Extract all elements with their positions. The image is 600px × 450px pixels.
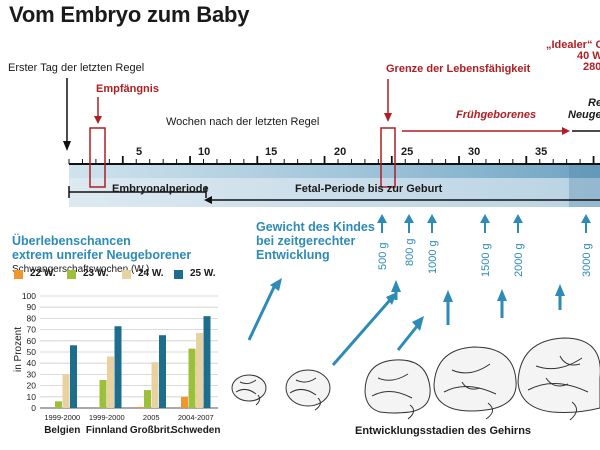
legend-swatch xyxy=(174,270,183,279)
legend-label: 22 W. xyxy=(30,268,56,279)
brain-stage-5-icon xyxy=(517,337,600,421)
newborn-line-1: Re xyxy=(588,97,600,109)
first-day-arrowhead xyxy=(63,141,71,151)
y-tick-label: 20 xyxy=(27,381,37,391)
week-scale-band xyxy=(69,164,600,178)
category-period-label: 2005 xyxy=(142,413,160,422)
bar-Großbrit.-25 W. xyxy=(159,335,166,408)
brain-stage-2-icon xyxy=(285,369,331,411)
y-tick-label: 30 xyxy=(27,369,37,379)
legend-label: 24 W. xyxy=(138,268,164,279)
bar-Finnland-25 W. xyxy=(114,326,122,408)
week-tick-10: 10 xyxy=(198,146,211,158)
y-tick-label: 10 xyxy=(27,392,37,402)
category-period-label: 2004-2007 xyxy=(177,413,214,422)
week-tick-25: 25 xyxy=(401,146,414,158)
weight-value-1500: 1500 g xyxy=(480,243,492,277)
bar-Finnland-23 W. xyxy=(99,380,107,408)
weight-value-800: 800 g xyxy=(404,238,416,266)
brain-stage-4-icon xyxy=(433,346,517,420)
fetal-period-label: Fetal-Periode bis zur Geburt xyxy=(295,183,443,195)
viability-label: Grenze der Lebensfähigkeit xyxy=(386,63,531,75)
brain-stage-3-icon xyxy=(364,359,431,420)
week-tick-30: 30 xyxy=(468,146,481,158)
category-country-label: Großbrit. xyxy=(129,425,173,436)
survival-heading-line-1: Überlebenschancen xyxy=(12,234,131,248)
premature-label: Frühgeborenes xyxy=(456,109,537,121)
newborn-line-2: Neuge xyxy=(568,109,600,121)
weight-value-500: 500 g xyxy=(377,242,389,270)
y-tick-label: 100 xyxy=(22,291,36,301)
category-country-label: Belgien xyxy=(44,425,81,436)
page-title: Vom Embryo zum Baby xyxy=(9,2,250,27)
y-tick-label: 40 xyxy=(27,358,37,368)
survival-heading-line-2: extrem unreifer Neugeborener xyxy=(12,248,192,262)
first-day-label: Erster Tag der letzten Regel xyxy=(8,62,145,74)
premature-arrowhead xyxy=(562,127,570,135)
ideal-line-2: 40 W. xyxy=(577,50,600,62)
week-tick-15: 15 xyxy=(265,146,278,158)
bar-Schweden-25 W. xyxy=(203,316,211,408)
category-period-label: 1999-2000 xyxy=(88,413,125,422)
bar-Finnland-24 W. xyxy=(107,356,114,408)
weight-value-3000: 3000 g xyxy=(581,243,593,277)
legend-label: 25 W. xyxy=(190,268,216,279)
embryonal-period-label: Embryonalperiode xyxy=(112,183,209,195)
bar-Schweden-24 W. xyxy=(196,332,203,408)
category-country-label: Finnland xyxy=(85,425,128,436)
survival-subheading: Schwangerschaftswochen (W.) xyxy=(12,264,150,275)
conception-arrowhead xyxy=(94,116,102,124)
ideal-line-1: „Idealer“ G xyxy=(546,39,600,51)
week-tick-35: 35 xyxy=(535,146,548,158)
brain-stages-caption: Entwicklungsstadien des Gehirns xyxy=(355,425,532,437)
bar-Großbrit.-23 W. xyxy=(144,390,151,408)
viability-arrowhead xyxy=(384,113,392,122)
y-tick-label: 50 xyxy=(27,347,37,357)
bar-Schweden-22 W. xyxy=(181,396,188,408)
bar-Schweden-23 W. xyxy=(188,348,196,408)
bar-Belgien-25 W. xyxy=(70,345,77,408)
viability-marker xyxy=(380,127,396,188)
conception-label: Empfängnis xyxy=(96,83,159,95)
bar-Großbrit.-22 W. xyxy=(136,406,144,408)
conception-marker xyxy=(89,127,106,188)
ideal-line-3: 280 xyxy=(583,61,600,73)
legend-swatch xyxy=(67,270,76,279)
weight-heading: Gewicht des Kindes bei zeitgerechter Ent… xyxy=(256,220,375,262)
week-tick-20: 20 xyxy=(334,146,347,158)
bar-Belgien-23 W. xyxy=(55,401,62,408)
weight-heading-line-1: Gewicht des Kindes xyxy=(256,220,375,234)
legend-swatch xyxy=(14,270,23,279)
week-ticks xyxy=(68,156,595,164)
survival-ylabel: in Prozent xyxy=(13,327,24,372)
survival-heading: Überlebenschancen extrem unreifer Neugeb… xyxy=(12,234,191,262)
category-country-label: Schweden xyxy=(171,425,221,436)
legend-swatch xyxy=(122,270,131,279)
y-tick-label: 0 xyxy=(31,403,36,413)
weight-value-1000: 1000 g xyxy=(427,240,439,274)
weight-arrows xyxy=(377,214,591,233)
week-tick-5: 5 xyxy=(136,146,143,158)
brain-pointer-arrows xyxy=(247,278,565,366)
weight-heading-line-2: bei zeitgerechter xyxy=(256,234,356,248)
category-period-label: 1999-2000 xyxy=(44,413,81,422)
legend-label: 23 W. xyxy=(83,268,109,279)
weight-value-2000: 2000 g xyxy=(513,243,525,277)
weeks-axis-label: Wochen nach der letzten Regel xyxy=(166,116,320,128)
y-tick-label: 90 xyxy=(27,302,37,312)
bar-Großbrit.-24 W. xyxy=(151,362,159,408)
bar-Belgien-24 W. xyxy=(62,374,70,408)
y-tick-label: 70 xyxy=(27,325,37,335)
brain-stage-1-icon xyxy=(231,374,267,406)
y-tick-label: 60 xyxy=(27,336,37,346)
weight-heading-line-3: Entwicklung xyxy=(256,248,330,262)
y-tick-label: 80 xyxy=(27,313,37,323)
